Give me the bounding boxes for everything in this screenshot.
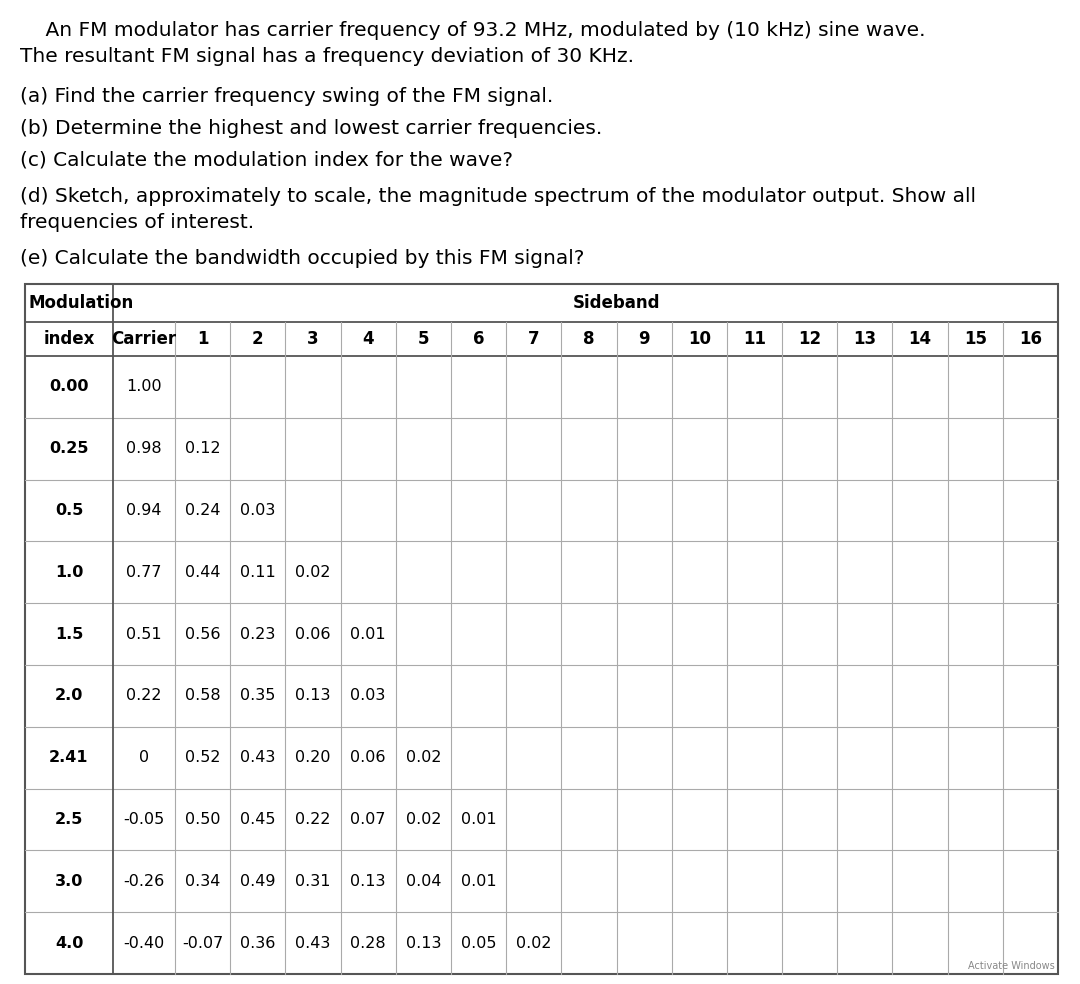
Text: 3.0: 3.0 — [55, 874, 83, 889]
Text: 0.36: 0.36 — [240, 936, 275, 951]
Text: 0.13: 0.13 — [350, 874, 386, 889]
Text: 14: 14 — [908, 330, 932, 348]
Text: (e) Calculate the bandwidth occupied by this FM signal?: (e) Calculate the bandwidth occupied by … — [21, 249, 584, 268]
Text: -0.07: -0.07 — [181, 936, 224, 951]
Text: 0.23: 0.23 — [240, 627, 275, 642]
Text: 0.44: 0.44 — [185, 565, 220, 580]
Text: Carrier: Carrier — [111, 330, 176, 348]
Text: 0.02: 0.02 — [516, 936, 552, 951]
Text: index: index — [43, 330, 95, 348]
Text: Modulation: Modulation — [29, 294, 134, 312]
Text: 1.00: 1.00 — [126, 380, 162, 395]
Text: 0.58: 0.58 — [185, 689, 220, 704]
Text: 0.22: 0.22 — [126, 689, 162, 704]
Text: 7: 7 — [528, 330, 540, 348]
Text: 16: 16 — [1018, 330, 1042, 348]
Text: 0.05: 0.05 — [461, 936, 497, 951]
Text: 0.56: 0.56 — [185, 627, 220, 642]
Text: Activate Windows: Activate Windows — [969, 961, 1055, 971]
Text: 0.01: 0.01 — [461, 812, 497, 827]
Text: The resultant FM signal has a frequency deviation of 30 KHz.: The resultant FM signal has a frequency … — [21, 47, 634, 66]
Text: -0.40: -0.40 — [123, 936, 164, 951]
Text: 0.11: 0.11 — [240, 565, 275, 580]
Text: 1.0: 1.0 — [55, 565, 83, 580]
Text: 0.49: 0.49 — [240, 874, 275, 889]
Text: 5: 5 — [418, 330, 429, 348]
Text: 0.13: 0.13 — [406, 936, 441, 951]
Text: 0.77: 0.77 — [126, 565, 162, 580]
Text: An FM modulator has carrier frequency of 93.2 MHz, modulated by (10 kHz) sine wa: An FM modulator has carrier frequency of… — [21, 21, 926, 40]
Text: 8: 8 — [583, 330, 595, 348]
Text: 0.03: 0.03 — [351, 689, 386, 704]
Text: 0.43: 0.43 — [240, 750, 275, 766]
Text: (d) Sketch, approximately to scale, the magnitude spectrum of the modulator outp: (d) Sketch, approximately to scale, the … — [21, 187, 976, 206]
Text: 2.41: 2.41 — [50, 750, 89, 766]
Text: 0.03: 0.03 — [240, 503, 275, 518]
Text: 0.02: 0.02 — [295, 565, 330, 580]
Text: 1.5: 1.5 — [55, 627, 83, 642]
Text: 0.31: 0.31 — [295, 874, 330, 889]
Text: Sideband: Sideband — [572, 294, 660, 312]
Text: 0.04: 0.04 — [406, 874, 441, 889]
Text: 0.98: 0.98 — [126, 441, 162, 457]
Text: 11: 11 — [743, 330, 766, 348]
Text: 0.5: 0.5 — [55, 503, 83, 518]
Text: 0.22: 0.22 — [295, 812, 330, 827]
Text: -0.05: -0.05 — [123, 812, 164, 827]
Text: 0.28: 0.28 — [350, 936, 386, 951]
Text: (a) Find the carrier frequency swing of the FM signal.: (a) Find the carrier frequency swing of … — [21, 87, 553, 106]
Text: 0.12: 0.12 — [185, 441, 220, 457]
Text: 3: 3 — [307, 330, 319, 348]
Text: 2.5: 2.5 — [55, 812, 83, 827]
Bar — [25, 284, 1058, 974]
Text: 2.0: 2.0 — [55, 689, 83, 704]
Text: 0.13: 0.13 — [295, 689, 330, 704]
Text: 0.02: 0.02 — [406, 750, 441, 766]
Text: 0.34: 0.34 — [185, 874, 220, 889]
Text: 4.0: 4.0 — [55, 936, 83, 951]
Text: 0.50: 0.50 — [185, 812, 220, 827]
Text: 10: 10 — [688, 330, 711, 348]
Text: 0.51: 0.51 — [126, 627, 162, 642]
Text: 9: 9 — [638, 330, 650, 348]
Text: -0.26: -0.26 — [123, 874, 164, 889]
Text: 6: 6 — [473, 330, 484, 348]
Text: 0.35: 0.35 — [240, 689, 275, 704]
Text: frequencies of interest.: frequencies of interest. — [21, 213, 254, 232]
Text: 0.07: 0.07 — [350, 812, 386, 827]
Text: 4: 4 — [363, 330, 374, 348]
Text: 15: 15 — [963, 330, 987, 348]
Text: 0.02: 0.02 — [406, 812, 441, 827]
Text: (c) Calculate the modulation index for the wave?: (c) Calculate the modulation index for t… — [21, 151, 513, 170]
Text: 0.01: 0.01 — [461, 874, 497, 889]
Text: 13: 13 — [853, 330, 876, 348]
Text: 0.01: 0.01 — [350, 627, 386, 642]
Text: 0.25: 0.25 — [50, 441, 89, 457]
Text: 0.20: 0.20 — [295, 750, 330, 766]
Text: 0.00: 0.00 — [50, 380, 89, 395]
Text: 0.43: 0.43 — [295, 936, 330, 951]
Text: 0.06: 0.06 — [350, 750, 386, 766]
Text: 0.24: 0.24 — [185, 503, 220, 518]
Text: 2: 2 — [252, 330, 264, 348]
Text: 12: 12 — [798, 330, 821, 348]
Text: 0.06: 0.06 — [295, 627, 330, 642]
Text: 0.45: 0.45 — [240, 812, 275, 827]
Text: 0.52: 0.52 — [185, 750, 220, 766]
Text: 0.94: 0.94 — [126, 503, 162, 518]
Text: 0: 0 — [139, 750, 149, 766]
Text: 1: 1 — [197, 330, 208, 348]
Text: (b) Determine the highest and lowest carrier frequencies.: (b) Determine the highest and lowest car… — [21, 119, 603, 138]
